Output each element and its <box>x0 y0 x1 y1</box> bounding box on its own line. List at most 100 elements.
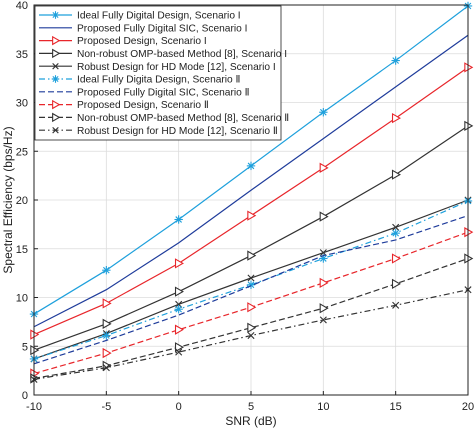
data-point <box>30 345 40 356</box>
legend-item: Robust Design for HD Mode [12], Scenario… <box>39 62 276 73</box>
y-tick-label: 35 <box>16 49 28 61</box>
series-1 <box>29 1 473 319</box>
legend-item: Ideal Fully Digita Design, Scenario Ⅱ <box>39 75 241 86</box>
legend-marker <box>52 62 59 70</box>
legend-marker <box>52 35 61 46</box>
legend-item: Non-robust OMP-based Method [8], Scenari… <box>39 48 287 60</box>
data-point <box>391 112 401 124</box>
x-axis-label: SNR (dB) <box>225 414 276 428</box>
data-point <box>174 215 183 224</box>
data-point <box>464 120 474 132</box>
y-axis-label: Spectral Efficiency (bps/Hz) <box>1 126 15 273</box>
legend-label: Proposed Fully Digital SIC, Scenario I <box>77 23 247 34</box>
legend-marker <box>52 112 61 123</box>
data-point <box>391 228 400 238</box>
data-point <box>319 303 329 314</box>
legend-label: Proposed Design, Scenario Ⅱ <box>77 100 209 111</box>
data-point <box>247 274 255 282</box>
data-point <box>247 250 257 261</box>
data-point <box>102 364 110 372</box>
legend-marker <box>51 11 60 19</box>
data-point <box>174 286 184 297</box>
data-point <box>464 227 474 238</box>
y-tick-label: 10 <box>16 293 28 305</box>
data-point <box>247 302 257 313</box>
x-tick-label: 15 <box>390 401 402 413</box>
series-3 <box>30 62 474 340</box>
series-line <box>33 215 469 365</box>
data-point <box>174 258 184 269</box>
y-tick-label: 20 <box>16 195 28 207</box>
legend-item: Ideal Fully Digital Design, Scenario I <box>39 11 241 22</box>
legend-label: Ideal Fully Digita Design, Scenario Ⅱ <box>77 75 241 86</box>
axis-ticks: -10 -5 0 5 10 15 20 0 5 10 15 20 25 30 35 40 <box>16 0 474 413</box>
data-point <box>174 324 184 335</box>
legend-label: Proposed Design, Scenario I <box>77 36 207 47</box>
legend-label: Proposed Fully Digital SIC, Scenario Ⅱ <box>77 87 250 98</box>
legend-label: Robust Design for HD Mode [12], Scenario… <box>77 126 278 137</box>
series-layer <box>29 1 474 384</box>
data-point <box>392 223 400 231</box>
y-tick-label: 0 <box>22 390 28 402</box>
series-2 <box>33 34 469 328</box>
data-point <box>319 277 329 289</box>
legend: Ideal Fully Digital Design, Scenario IPr… <box>34 5 289 141</box>
data-point <box>391 253 401 264</box>
x-tick-label: -10 <box>26 401 42 413</box>
data-point <box>391 169 401 180</box>
data-point <box>464 253 474 264</box>
series-line <box>33 34 469 328</box>
x-tick-label: 0 <box>176 401 182 413</box>
plot-frame <box>33 4 469 396</box>
legend-item: Proposed Design, Scenario Ⅱ <box>39 99 209 111</box>
data-point <box>30 329 40 340</box>
legend-box <box>34 5 282 141</box>
data-point <box>464 62 474 73</box>
y-tick-label: 25 <box>16 146 28 158</box>
data-point <box>391 278 401 289</box>
series-9 <box>30 253 474 384</box>
legend-item: Non-robust OMP-based Method [8], Scenari… <box>39 112 289 124</box>
x-tick-label: 20 <box>462 401 474 413</box>
data-point <box>174 305 183 314</box>
data-point <box>246 161 256 171</box>
data-point <box>102 318 112 329</box>
data-point <box>174 342 184 353</box>
data-point <box>247 322 257 333</box>
legend-item: Proposed Fully Digital SIC, Scenario I <box>39 23 247 34</box>
legend-item: Robust Design for HD Mode [12], Scenario… <box>39 126 278 137</box>
y-tick-label: 40 <box>16 0 28 12</box>
series-8 <box>30 227 474 379</box>
series-7 <box>33 215 469 365</box>
series-6 <box>29 196 473 364</box>
legend-label: Robust Design for HD Mode [12], Scenario… <box>77 62 276 73</box>
data-point <box>102 347 112 359</box>
legend-marker <box>52 99 61 110</box>
data-point <box>247 331 255 340</box>
data-point <box>102 298 112 309</box>
data-point <box>392 301 400 309</box>
legend-label: Ideal Fully Digital Design, Scenario I <box>77 11 241 22</box>
legend-label: Non-robust OMP-based Method [8], Scenari… <box>77 113 289 124</box>
legend-marker <box>52 126 59 134</box>
data-point <box>319 254 328 263</box>
x-tick-label: -5 <box>101 401 111 413</box>
series-4 <box>30 120 474 356</box>
data-point <box>247 210 257 221</box>
data-point <box>102 266 111 275</box>
x-tick-label: 5 <box>248 401 254 413</box>
data-point <box>319 162 329 173</box>
legend-item: Proposed Fully Digital SIC, Scenario Ⅱ <box>39 87 250 98</box>
data-point <box>319 316 327 324</box>
y-tick-label: 15 <box>16 244 28 256</box>
data-point <box>319 211 329 222</box>
legend-marker <box>51 75 60 83</box>
legend-item: Proposed Design, Scenario I <box>39 35 207 47</box>
data-point <box>391 56 400 65</box>
legend-marker <box>52 48 61 59</box>
data-point <box>319 108 328 117</box>
x-tick-label: 10 <box>317 401 329 413</box>
y-tick-label: 5 <box>22 341 28 353</box>
y-tick-label: 30 <box>16 98 28 110</box>
